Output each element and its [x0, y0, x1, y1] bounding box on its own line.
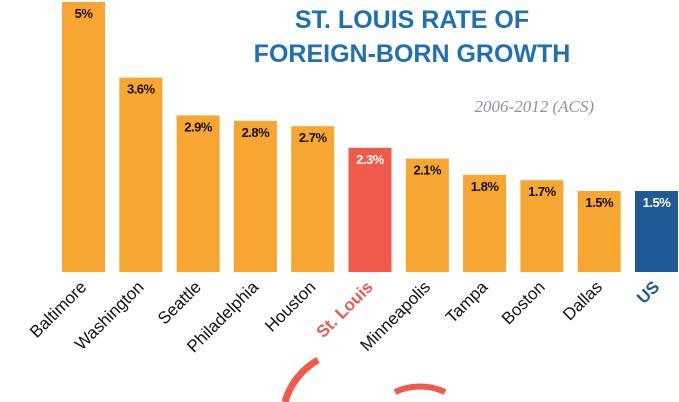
- x-tick-label: Dallas: [559, 277, 606, 324]
- bar: [520, 180, 564, 272]
- x-tick-label: Seattle: [154, 277, 205, 328]
- value-label: 2.3%: [356, 152, 385, 167]
- chart-title: FOREIGN-BORN GROWTH: [254, 40, 571, 68]
- bar: [291, 126, 335, 272]
- x-tick-label: Tampa: [442, 277, 492, 327]
- bar: [62, 2, 105, 272]
- bar: [635, 191, 678, 272]
- bar: [176, 115, 220, 273]
- bar: [348, 147, 392, 272]
- value-label: 2.1%: [413, 163, 442, 178]
- chart-title: ST. LOUIS RATE OF: [295, 6, 529, 34]
- value-label: 2.7%: [299, 130, 328, 145]
- x-tick-label: Boston: [498, 277, 549, 328]
- x-tick-label: Houston: [261, 277, 319, 335]
- value-label: 1.5%: [643, 195, 672, 210]
- value-label: 2.8%: [242, 125, 271, 140]
- value-label: 3.6%: [127, 82, 156, 97]
- decoration: [393, 383, 447, 395]
- decoration: [281, 356, 320, 402]
- chart-subtitle: 2006-2012 (ACS): [475, 97, 595, 116]
- bar: [463, 174, 507, 272]
- bar: [577, 191, 621, 272]
- value-label: 1.5%: [585, 195, 614, 210]
- value-label: 1.8%: [471, 179, 500, 194]
- value-label: 5%: [75, 6, 94, 21]
- x-tick-label: US: [633, 277, 663, 307]
- bar: [233, 120, 277, 272]
- bar: [119, 77, 163, 272]
- bar: [405, 158, 449, 272]
- value-label: 2.9%: [184, 119, 213, 134]
- value-label: 1.7%: [528, 184, 557, 199]
